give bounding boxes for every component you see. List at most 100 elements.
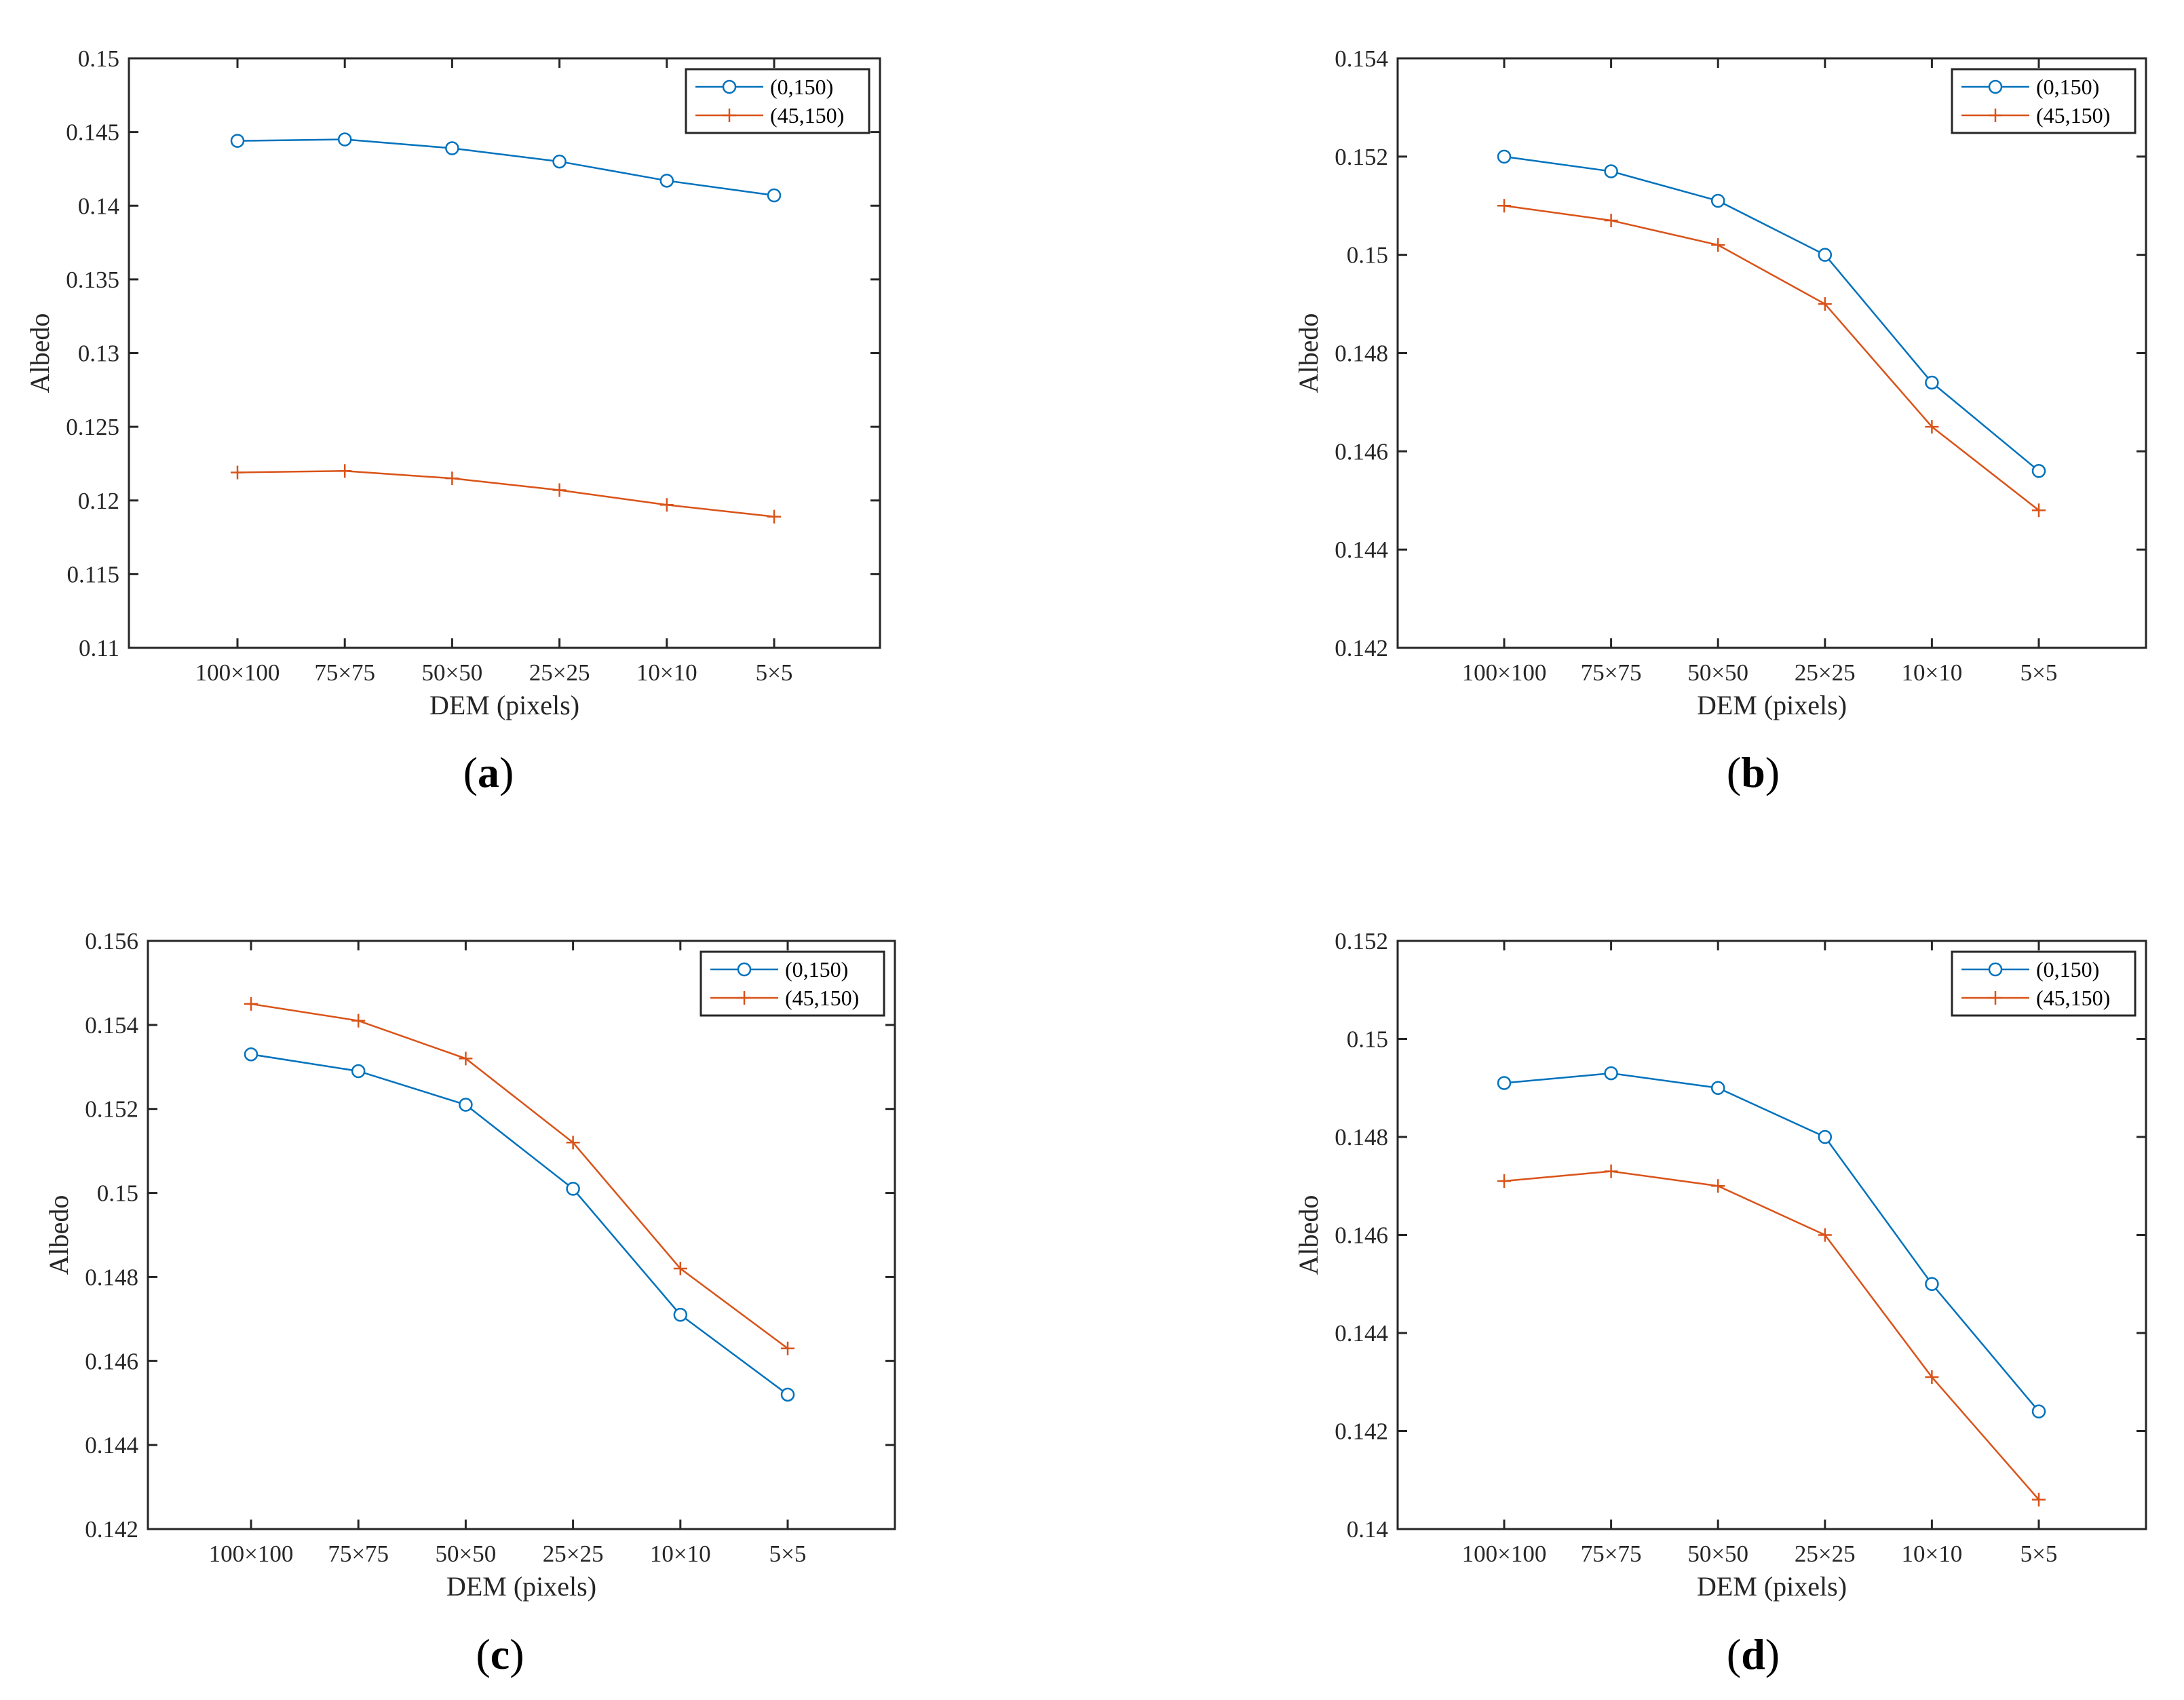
data-point-circle [659,174,674,188]
x-tick-label: 100×100 [1462,659,1547,686]
y-tick-label: 0.148 [1335,1124,1388,1151]
legend-entry-label: (0,150) [2036,957,2099,982]
y-tick-label: 0.135 [66,267,119,293]
data-point-circle [1710,193,1725,208]
legend: (0,150) (45,150) [1951,68,2137,134]
y-tick-label: 0.146 [1335,438,1388,465]
legend-marker-circle [737,962,752,977]
series-line-1 [237,470,775,518]
y-tick-label: 0.152 [1335,928,1388,954]
y-tick-label: 0.11 [79,635,119,661]
data-point-plus [1604,1164,1618,1178]
caption-close-paren: ) [1765,1630,1780,1678]
legend-entry-label: (0,150) [770,75,833,99]
legend-entry-label: (45,150) [770,103,844,128]
y-axis-label: Albedo [43,1195,74,1275]
legend: (0,150) (45,150) [700,950,885,1017]
y-tick-label: 0.148 [85,1264,138,1290]
data-point-plus [231,465,244,480]
data-point-circle [244,1047,258,1062]
y-tick-label: 0.14 [1347,1516,1388,1543]
y-axis-label: Albedo [24,313,55,393]
x-tick-label: 50×50 [1687,1541,1748,1567]
legend: (0,150) (45,150) [685,68,870,134]
data-point-plus [767,509,781,524]
caption-close-paren: ) [1765,748,1780,796]
data-point-plus [781,1341,794,1355]
data-point-circle [1925,375,1939,390]
data-point-circle [552,154,567,169]
caption-open-paren: ( [1727,1630,1741,1678]
y-tick-label: 0.154 [85,1012,138,1039]
data-point-plus [1497,199,1511,213]
legend-box [1951,68,2137,134]
data-point-circle [2031,464,2046,478]
series-line-1 [1503,1170,2039,1501]
caption-close-paren: ) [499,748,514,796]
data-point-circle [767,188,782,203]
y-tick-label: 0.14 [78,193,119,219]
y-tick-label: 0.148 [1335,341,1388,367]
y-axis-label: Albedo [1293,1195,1324,1275]
legend-entry-label: (0,150) [785,957,848,982]
data-point-plus [1818,297,1832,311]
series-line-0 [1503,1072,2039,1412]
panel-caption: (a) [463,748,514,796]
y-tick-label: 0.15 [97,1180,138,1207]
data-point-plus [566,1136,580,1150]
data-point-circle [1818,1129,1833,1144]
data-point-circle [673,1307,688,1322]
panel-caption: (b) [1727,748,1780,796]
caption-open-paren: ( [1727,748,1741,796]
data-point-plus [1604,213,1618,227]
x-tick-label: 75×75 [1581,1541,1642,1567]
legend-entry-label: (45,150) [785,986,859,1010]
x-tick-label: 10×10 [1902,1541,1963,1567]
y-tick-label: 0.142 [85,1516,138,1543]
caption-open-paren: ( [476,1630,490,1678]
x-tick-label: 50×50 [436,1541,497,1567]
plot-frame [1396,940,2147,1530]
data-point-plus [1497,1174,1511,1189]
y-tick-label: 0.145 [66,119,119,146]
legend-entry-label: (45,150) [2036,986,2110,1010]
x-tick-label: 25×25 [1795,659,1856,686]
caption-letter: a [478,748,499,796]
caption-letter: c [491,1630,510,1678]
y-tick-label: 0.142 [1335,1418,1388,1445]
panel-caption: (c) [476,1630,524,1678]
x-tick-label: 10×10 [650,1541,711,1567]
y-tick-label: 0.144 [1335,537,1388,563]
data-point-circle [351,1064,366,1079]
caption-letter: d [1741,1630,1765,1678]
data-point-circle [2031,1404,2046,1418]
legend-marker-circle [722,79,737,94]
panel-caption: (d) [1727,1630,1780,1678]
y-tick-label: 0.146 [1335,1222,1388,1249]
data-point-plus [338,464,352,478]
legend-marker-circle [1988,962,2003,977]
chart-panel-d: 0.14 0.142 0.144 0.146 0.148 0.15 0.152 100×100… [1293,928,2147,1678]
plot-frame [147,940,896,1530]
y-tick-label: 0.15 [1347,242,1388,269]
series-line-0 [250,1053,788,1395]
x-tick-label: 10×10 [636,659,697,686]
y-tick-label: 0.12 [78,488,119,514]
y-tick-label: 0.142 [1335,635,1388,661]
y-tick-label: 0.152 [85,1096,138,1123]
plot-frame [128,57,881,649]
data-point-plus [1925,1370,1939,1385]
legend-entry-label: (0,150) [2036,75,2099,99]
data-point-plus [445,471,459,486]
x-tick-label: 5×5 [2020,659,2058,686]
legend-marker-plus [1989,109,2002,122]
data-point-plus [1818,1228,1832,1242]
legend: (0,150) (45,150) [1951,950,2137,1017]
data-point-plus [2032,503,2046,518]
data-point-circle [1604,1066,1618,1081]
data-point-plus [1925,420,1939,434]
chart-panel-b: 0.142 0.144 0.146 0.148 0.15 0.152 0.154 100×10… [1293,45,2147,796]
x-tick-label: 100×100 [195,659,280,686]
data-point-plus [673,1262,687,1276]
y-tick-label: 0.115 [67,561,119,587]
